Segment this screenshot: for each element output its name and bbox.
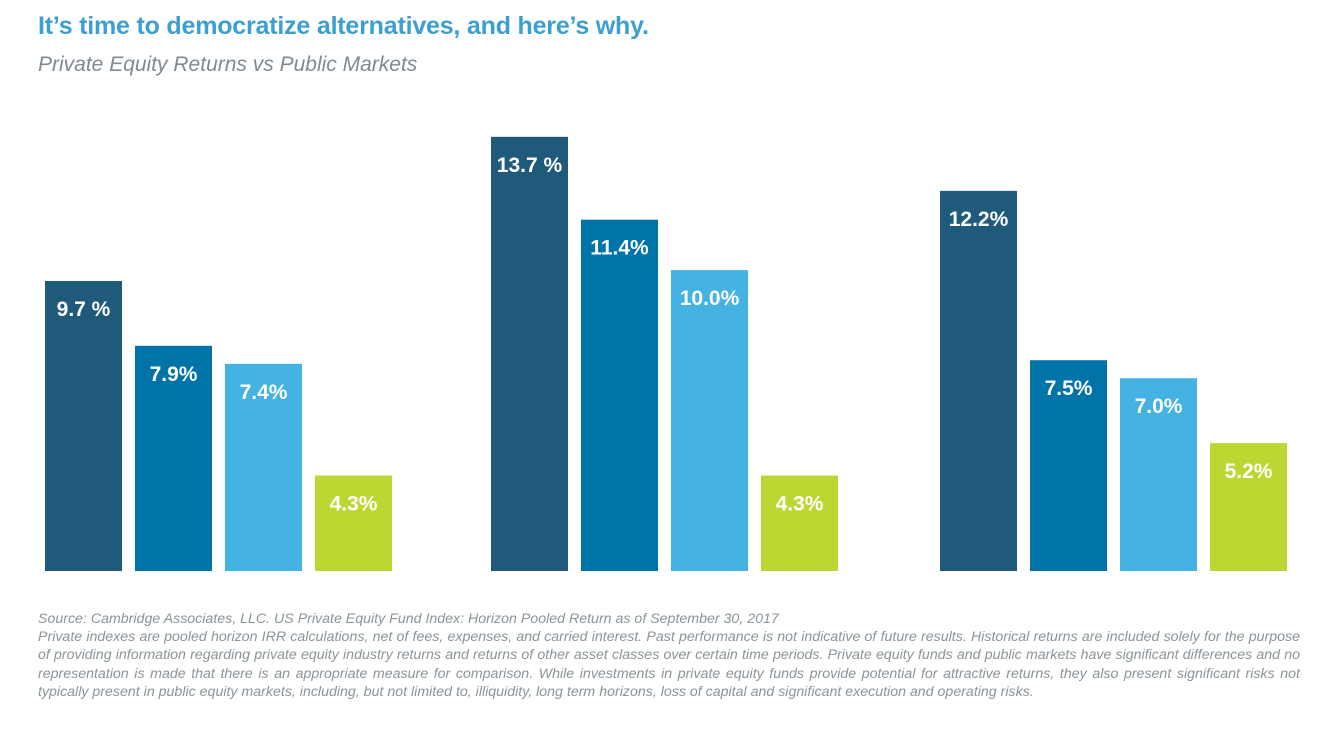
bar-g3-s4: [1210, 443, 1287, 571]
data-label-g3-s3: 7.0%: [1135, 395, 1183, 418]
data-label-g2-s1: 13.7 %: [497, 154, 563, 177]
bar-g3-s2: [1030, 360, 1107, 571]
bar-g2-s1: [491, 136, 568, 571]
bar-g1-s2: [135, 345, 212, 571]
bar-g2-s2: [581, 219, 658, 571]
data-label-g2-s4: 4.3%: [776, 493, 824, 516]
bar-g1-s3: [225, 363, 302, 571]
chart-title: It’s time to democratize alternatives, a…: [38, 12, 649, 40]
data-label-g1-s4: 4.3%: [330, 493, 378, 516]
data-label-g2-s3: 10.0%: [680, 287, 740, 310]
bar-g3-s1: [940, 190, 1017, 571]
source-note: Source: Cambridge Associates, LLC. US Pr…: [38, 611, 779, 627]
data-label-g1-s3: 7.4%: [240, 381, 288, 404]
data-label-g2-s2: 11.4%: [590, 237, 649, 260]
data-label-g3-s4: 5.2%: [1225, 460, 1273, 483]
disclaimer-text: Private indexes are pooled horizon IRR c…: [38, 629, 1300, 700]
data-label-g3-s1: 12.2%: [949, 208, 1009, 231]
bar-g2-s3: [671, 270, 748, 571]
bar-g1-s1: [45, 280, 122, 571]
data-label-g1-s2: 7.9%: [150, 363, 198, 386]
bar-chart: 9.7 % 13.7 % 12.2% 7.9% 11.4% 7.5% 7.4% 10.0% 7.…: [45, 136, 1287, 571]
bar-g3-s3: [1120, 378, 1197, 571]
bar-g1-s4: [315, 475, 392, 571]
footnote: Source: Cambridge Associates, LLC. US Pr…: [38, 610, 1300, 701]
chart-subtitle: Private Equity Returns vs Public Markets: [38, 53, 418, 76]
data-label-g1-s1: 9.7 %: [57, 298, 111, 321]
data-label-g3-s2: 7.5%: [1045, 377, 1093, 400]
bar-g2-s4: [761, 475, 838, 571]
